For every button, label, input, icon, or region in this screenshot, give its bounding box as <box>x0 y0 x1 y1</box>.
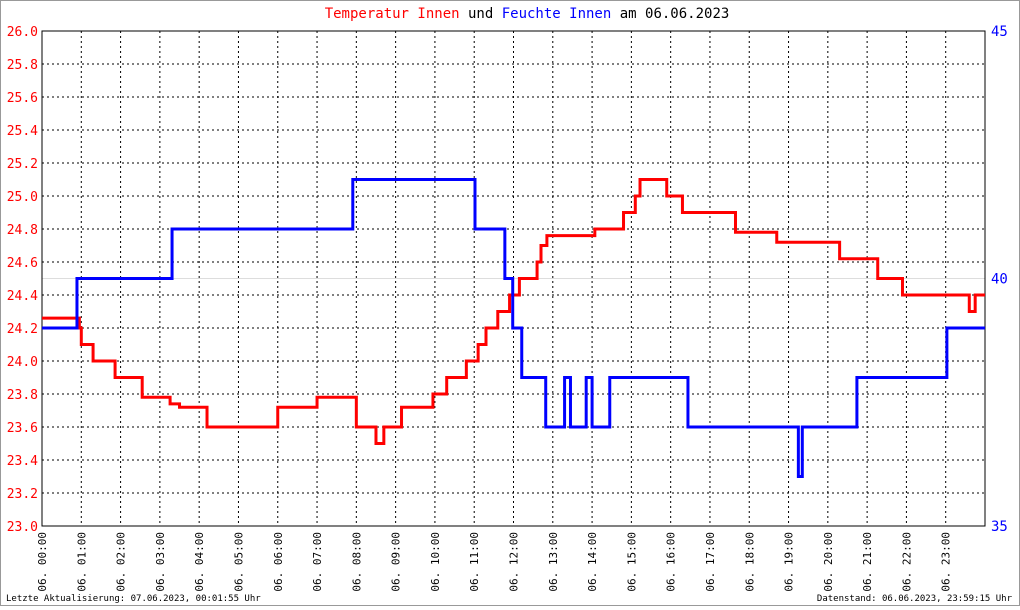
y-tick-label: 23.0 <box>7 520 38 535</box>
x-tick-label: 06. 02:00 <box>115 532 128 592</box>
series-line <box>42 178 985 445</box>
y-tick-label: 23.6 <box>7 421 38 436</box>
x-tick-label: 06. 01:00 <box>75 532 88 592</box>
title-suffix: am 06.06.2023 <box>620 6 730 22</box>
y-tick-label: 24.2 <box>7 322 38 337</box>
footer-right: Datenstand: 06.06.2023, 23:59:15 Uhr <box>817 594 1013 604</box>
x-tick-label: 06. 17:00 <box>704 532 717 592</box>
x-tick-label: 06. 15:00 <box>625 532 638 592</box>
x-tick-label: 06. 03:00 <box>154 532 167 592</box>
x-tick-label: 06. 19:00 <box>783 532 796 592</box>
x-tick-label: 06. 10:00 <box>429 532 442 592</box>
title-series-2: Feuchte Innen <box>502 6 612 22</box>
x-tick-label: 06. 04:00 <box>193 532 206 592</box>
y2-tick-label: 35 <box>991 519 1008 535</box>
x-tick-label: 06. 13:00 <box>547 532 560 592</box>
x-tick-label: 06. 23:00 <box>940 532 953 592</box>
title-joiner: und <box>468 6 493 22</box>
y-tick-label: 25.8 <box>7 58 38 73</box>
y-tick-label: 25.0 <box>7 190 38 205</box>
x-tick-label: 06. 07:00 <box>311 532 324 592</box>
x-tick-label: 06. 14:00 <box>586 532 599 592</box>
y-tick-label: 24.6 <box>7 256 38 271</box>
x-tick-label: 06. 05:00 <box>232 532 245 592</box>
plot-border <box>41 30 986 527</box>
x-tick-label: 06. 22:00 <box>900 532 913 592</box>
chart-title: Temperatur Innen und Feuchte Innen am 06… <box>325 6 730 22</box>
y2-tick-label: 40 <box>991 272 1008 288</box>
y-tick-label: 24.0 <box>7 355 38 370</box>
y-tick-label: 23.4 <box>7 454 38 469</box>
y-tick-label: 24.4 <box>7 289 38 304</box>
y-tick-label: 24.8 <box>7 223 38 238</box>
x-tick-label: 06. 21:00 <box>861 532 874 592</box>
x-tick-label: 06. 00:00 <box>36 532 49 592</box>
x-tick-label: 06. 18:00 <box>743 532 756 592</box>
y2-tick-label: 45 <box>991 24 1008 40</box>
x-tick-label: 06. 16:00 <box>665 532 678 592</box>
x-tick-label: 06. 12:00 <box>508 532 521 592</box>
y-tick-label: 25.6 <box>7 91 38 106</box>
y-tick-label: 26.0 <box>7 25 38 40</box>
x-tick-label: 06. 08:00 <box>350 532 363 592</box>
series-line <box>42 178 985 478</box>
x-tick-label: 06. 20:00 <box>822 532 835 592</box>
x-tick-label: 06. 11:00 <box>468 532 481 592</box>
y-tick-label: 25.4 <box>7 124 38 139</box>
x-tick-label: 06. 09:00 <box>390 532 403 592</box>
y-tick-label: 23.2 <box>7 487 38 502</box>
y-tick-label: 23.8 <box>7 388 38 403</box>
footer-left: Letzte Aktualisierung: 07.06.2023, 00:01… <box>6 594 261 604</box>
title-series-1: Temperatur Innen <box>325 6 460 22</box>
x-tick-label: 06. 06:00 <box>272 532 285 592</box>
y-tick-label: 25.2 <box>7 157 38 172</box>
